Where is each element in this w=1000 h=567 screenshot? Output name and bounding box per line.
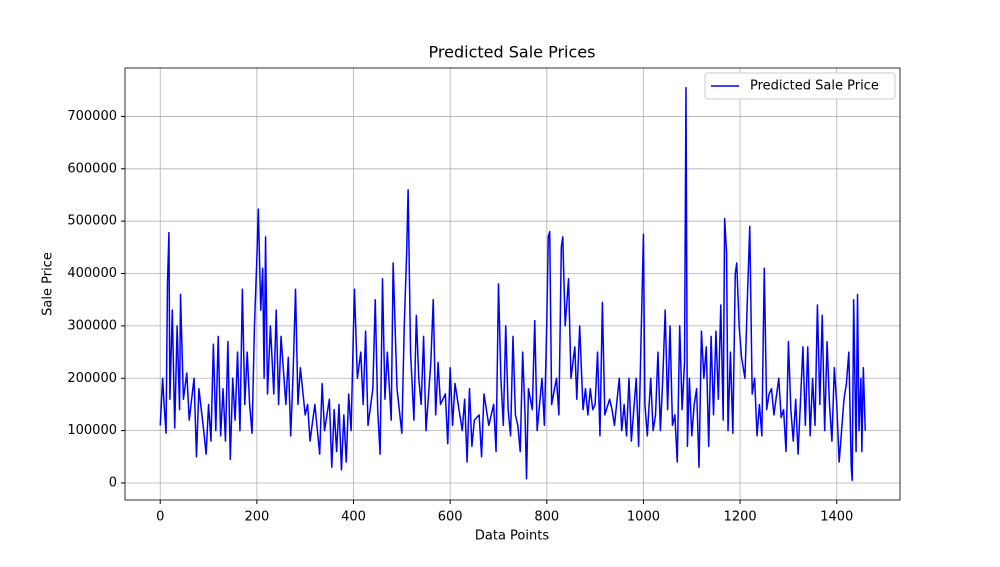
chart-title: Predicted Sale Prices: [429, 43, 596, 62]
x-axis-label: Data Points: [475, 529, 549, 544]
y-tick-label: 700000: [67, 109, 117, 124]
plot-frame: [124, 67, 901, 501]
x-tick-label: 400: [341, 510, 366, 525]
legend-box: [704, 72, 896, 100]
x-tick-label: 1000: [627, 510, 660, 525]
x-tick-label: 0: [156, 510, 164, 525]
y-tick-label: 0: [109, 475, 117, 490]
x-tick-label: 1200: [724, 510, 757, 525]
y-tick-label: 200000: [67, 371, 117, 386]
x-tick-label: 200: [244, 510, 269, 525]
y-tick-label: 500000: [67, 214, 117, 229]
data-line: [159, 86, 867, 482]
legend-label: Predicted Sale Price: [750, 79, 879, 94]
y-axis-label: Sale Price: [41, 252, 56, 316]
x-tick-label: 800: [534, 510, 559, 525]
y-tick-label: 400000: [67, 266, 117, 281]
x-tick-label: 1400: [820, 510, 853, 525]
y-tick-label: 600000: [67, 161, 117, 176]
y-tick-label: 300000: [67, 318, 117, 333]
y-tick-label: 100000: [67, 423, 117, 438]
x-tick-label: 600: [438, 510, 463, 525]
